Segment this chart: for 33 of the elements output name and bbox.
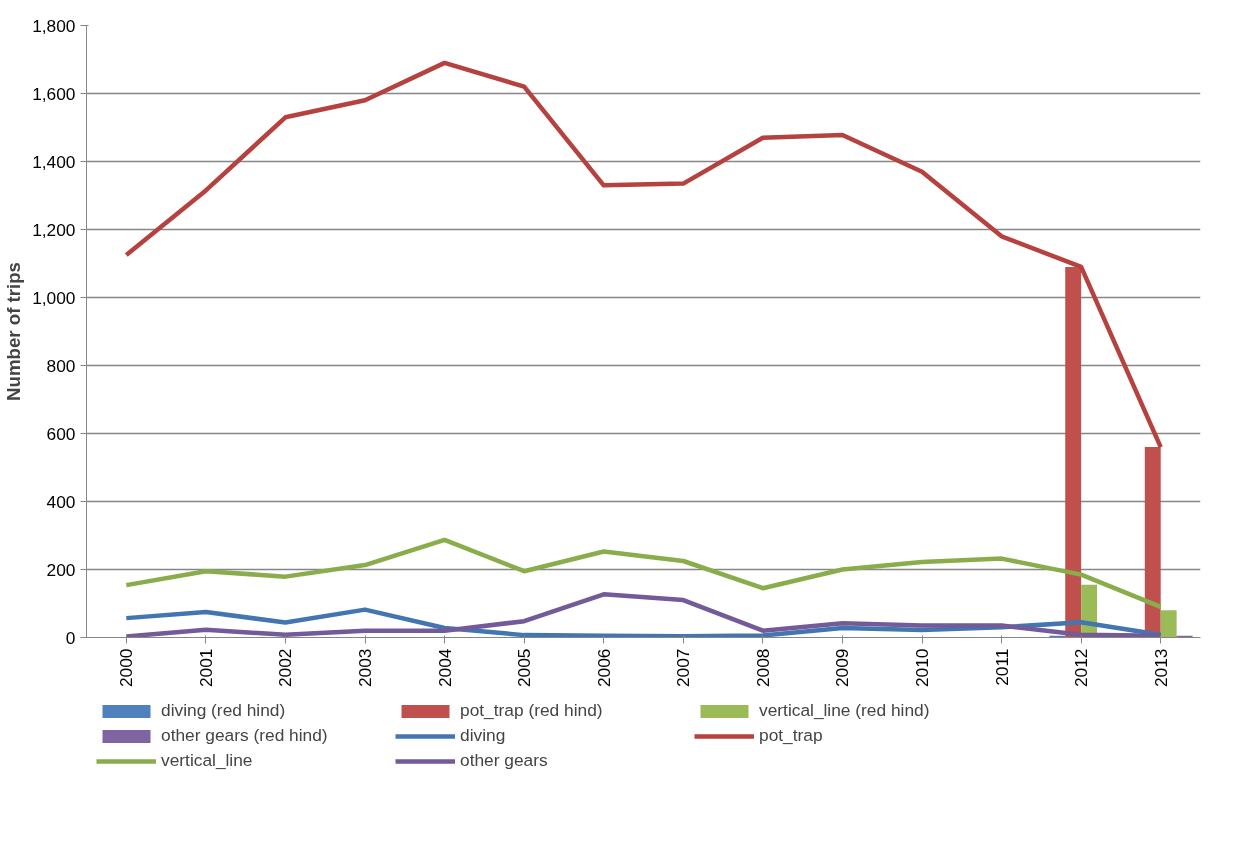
- y-axis-title: Number of trips: [3, 262, 25, 401]
- x-tick-label: 2004: [434, 648, 455, 688]
- x-tick-label: 2008: [752, 648, 773, 688]
- x-tick-label: 2000: [116, 648, 137, 688]
- legend-label: other gears (red hind): [161, 725, 329, 746]
- x-tick-label: 2001: [195, 648, 216, 688]
- x-tick-label: 2005: [514, 648, 535, 688]
- y-tick-label: 1,400: [32, 151, 76, 172]
- legend-label: diving: [460, 725, 507, 746]
- x-tick-label: 2002: [275, 648, 296, 688]
- y-tick-label: 1,800: [32, 15, 76, 36]
- legend-label: vertical_line (red hind): [759, 700, 931, 721]
- x-tick-label: 2003: [355, 648, 375, 688]
- x-tick-label: 2009: [832, 648, 853, 688]
- x-tick-label: 2011: [991, 648, 1012, 686]
- legend-label: other gears: [460, 750, 549, 771]
- y-tick-label: 1,200: [32, 219, 76, 240]
- y-tick-label: 200: [46, 559, 76, 580]
- y-tick-label: 1,600: [32, 83, 76, 104]
- y-tick-label: 400: [46, 491, 76, 512]
- legend-label: pot_trap: [759, 725, 824, 746]
- legend-label: diving (red hind): [161, 700, 287, 721]
- x-tick-label: 2010: [912, 648, 932, 688]
- y-tick-label: 600: [46, 423, 76, 444]
- x-tick-label: 2006: [593, 648, 614, 688]
- y-tick-label: 0: [65, 627, 76, 648]
- x-tick-label: 2007: [673, 648, 694, 688]
- y-tick-label: 800: [46, 355, 76, 376]
- legend-label: pot_trap (red hind): [460, 700, 604, 721]
- legend-label: vertical_line: [161, 750, 254, 771]
- x-tick-label: 2012: [1071, 648, 1092, 688]
- y-tick-label: 1,000: [32, 287, 76, 308]
- x-tick-label: 2013: [1150, 648, 1171, 688]
